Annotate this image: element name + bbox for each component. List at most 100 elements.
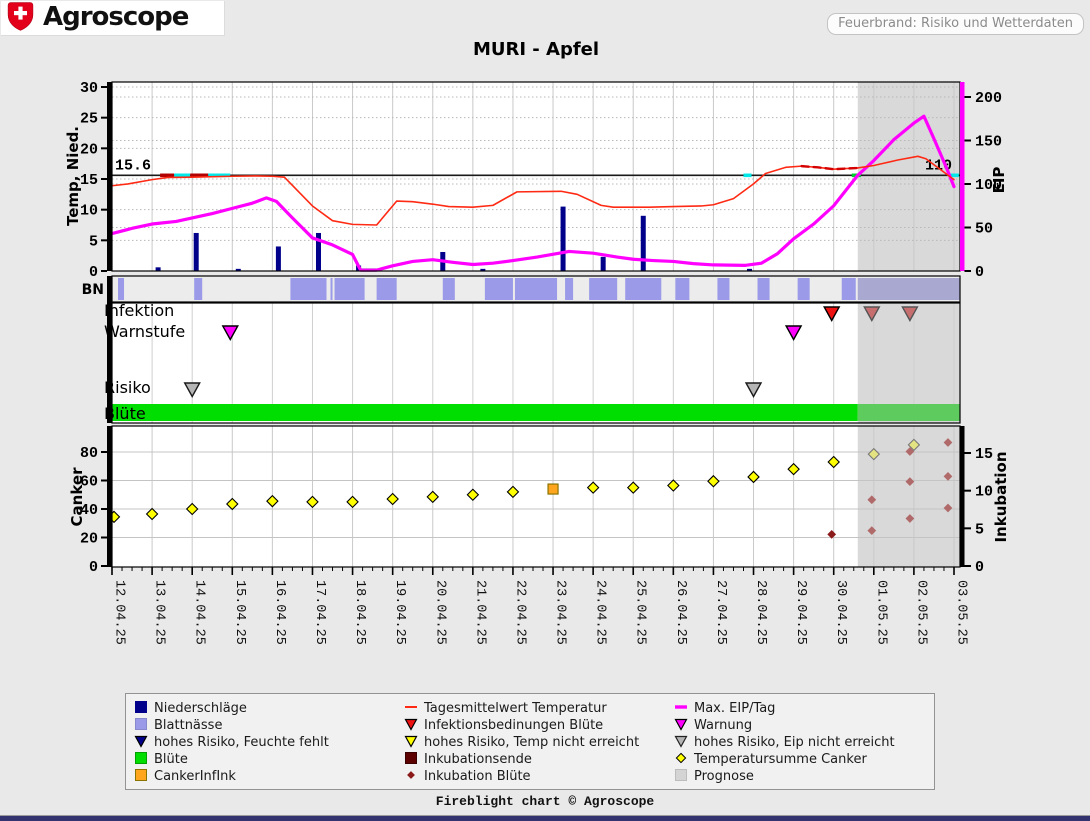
legend-label: hohes Risiko, Eip nicht erreicht [694,735,895,750]
triangle-marker [221,325,239,341]
triangle-magenta-icon [674,717,688,735]
legend-label: Inkubationsende [424,752,532,767]
svg-text:0: 0 [975,559,984,576]
square-periwinkle-icon [134,717,148,735]
leaf-wetness-bar [376,278,397,300]
triangle-navy-icon [134,734,148,752]
svg-text:0: 0 [89,264,98,281]
bloom-bar [112,404,858,421]
leaf-wetness-bar [290,278,327,300]
svg-text:Warnstufe: Warnstufe [104,322,185,341]
date-label: 25.04.25 [633,580,648,645]
date-label: 12.04.25 [112,580,127,645]
date-label: 24.04.25 [593,580,608,645]
date-label: 16.04.25 [272,580,287,645]
leaf-wetness-bar [675,278,690,300]
diamond-marker [226,497,239,511]
svg-text:10: 10 [975,484,993,501]
leaf-wetness-bar [841,278,856,300]
diamond-marker [905,514,915,523]
legend-label: hohes Risiko, Temp nicht erreicht [424,735,640,750]
date-label: 30.04.25 [833,580,848,645]
date-label: 17.04.25 [312,580,327,645]
svg-text:Blüte: Blüte [104,404,146,423]
date-label: 29.04.25 [793,580,808,645]
leaf-wetness-bar [565,278,574,300]
dash-red-icon [404,700,418,718]
top-grid [111,82,960,271]
temperature-line [111,155,955,226]
legend-label: hohes Risiko, Feuchte fehlt [154,735,329,750]
diamond-marker [306,495,319,509]
legend-column-3: Max. EIP/Tag Warnung hohes Risiko, Eip nic… [674,700,930,785]
weather-data-badge: Feuerbrand: Risiko und Wetterdaten [827,13,1084,35]
svg-text:15.6: 15.6 [115,157,151,174]
legend-label: CankerInfInk [154,769,236,784]
leaf-wetness-bar [625,278,662,300]
svg-text:15: 15 [975,446,993,463]
legend-label: Infektionsbedinungen Blüte [424,718,604,733]
diamond-marker [145,507,159,521]
diamond-marker [266,494,279,508]
square-maroon-icon [404,751,418,769]
legend-column-2: Tagesmittelwert Temperatur Infektionsbedi… [404,700,674,785]
legend-label: Max. EIP/Tag [694,701,776,716]
svg-text:20: 20 [80,531,98,548]
canker-points [107,438,953,539]
svg-text:60: 60 [80,474,98,491]
legend-item-triangle-navy: hohes Risiko, Feuchte fehlt [134,734,404,751]
legend-item-triangle-magenta: Warnung [674,717,930,734]
dash-magenta-icon [674,700,688,718]
leaf-wetness-bar [194,278,203,300]
diamond-marker [506,485,520,499]
date-label: 15.04.25 [232,580,247,645]
legend-label: Inkubation Blüte [424,769,531,784]
bn-band [118,278,960,300]
diamond-marker [586,481,600,494]
diamond-marker [626,481,640,494]
date-label: 14.04.25 [192,580,207,645]
triangle-gray-icon [674,734,688,752]
svg-text:15: 15 [80,172,98,189]
legend-label: Blüte [154,752,188,767]
svg-text:200: 200 [975,90,1002,107]
svg-text:80: 80 [80,445,98,462]
page-title: MURI - Apfel [472,39,600,60]
precip-bar [600,256,606,271]
brand-text: Agroscope [43,1,189,32]
date-label: 23.04.25 [553,580,568,645]
bottom-bar [0,815,1090,821]
leaf-wetness-bar [334,278,365,300]
temp-axis-title: Temp, Nied. [64,126,82,226]
axes: 051015202530050100150200020406080051015T… [64,80,1010,576]
leaf-wetness-bar [330,278,333,300]
square-green-icon [134,751,148,769]
diamond-marker [667,479,680,492]
legend-label: Blattnässe [154,718,223,733]
triangle-marker [823,306,841,322]
legend-column-1: Niederschläge Blattnässe hohes Risiko, Feu… [134,700,404,785]
leaf-wetness-bar [797,278,810,300]
legend-item-dash-red: Tagesmittelwert Temperatur [404,700,674,717]
legend-item-dash-magenta: Max. EIP/Tag [674,700,930,717]
date-label: 02.05.25 [913,580,928,645]
diamond-yellow-icon [674,751,688,769]
diamond-marker [787,462,800,476]
diamond-marker [907,438,921,452]
diamond-marker [827,529,837,539]
leaf-wetness-forecast-bar [857,278,960,300]
canker-axis-title: Canker [68,467,86,527]
precip-bar [275,246,281,271]
leaf-wetness-bar [118,278,125,300]
legend-item-diamond-darkred: Inkubation Blüte [404,768,674,785]
legend-item-square-maroon: Inkubationsende [404,751,674,768]
svg-text:50: 50 [975,221,993,238]
legend-box: Niederschläge Blattnässe hohes Risiko, Feu… [125,693,935,790]
svg-text:25: 25 [80,111,98,128]
diamond-marker [827,455,840,469]
triangle-marker [744,382,763,398]
svg-text:150: 150 [975,134,1002,151]
panel-backgrounds [112,82,960,567]
triangle-yellow-icon [404,734,418,752]
forecast-region [857,82,960,567]
